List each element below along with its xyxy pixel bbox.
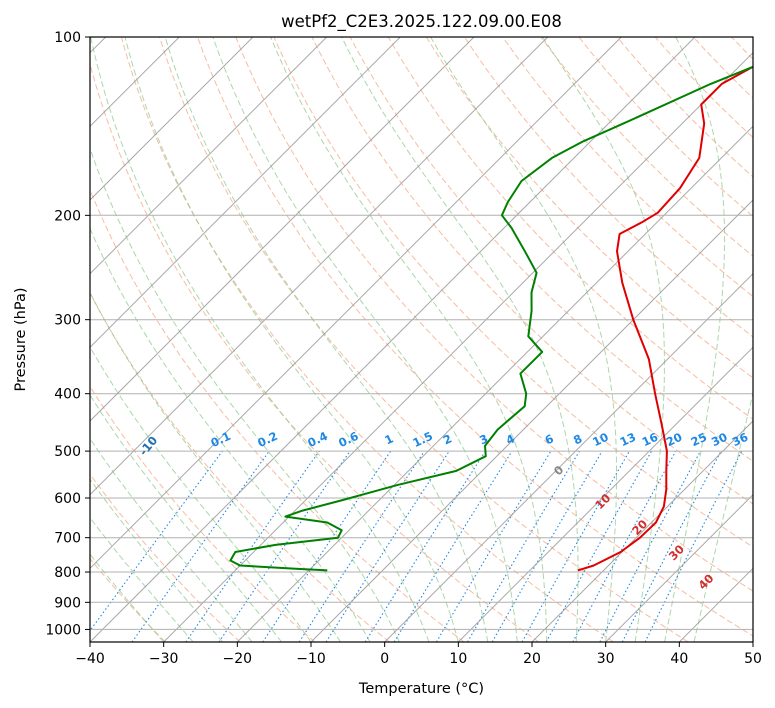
moist-adiabat-line	[212, 37, 518, 642]
moist-adiabat-line	[90, 437, 253, 642]
y-tick-label: 800	[54, 565, 81, 581]
dry-adiabat-line	[90, 473, 241, 642]
moist-adiabat-line	[90, 394, 282, 642]
x-tick-label: 10	[449, 651, 467, 667]
chart-title: wetPf2_C2E3.2025.122.09.00.E08	[281, 12, 562, 32]
dry-adiabat-line	[464, 37, 753, 338]
y-tick-label: 1000	[45, 622, 81, 638]
y-tick-label: 400	[54, 387, 81, 403]
isotherm-line	[236, 125, 753, 642]
moist-adiabat-line	[430, 37, 617, 642]
mixing-ratio-line	[218, 450, 351, 642]
x-tick-label: 40	[670, 651, 688, 667]
moist-adiabat-line	[90, 227, 371, 642]
pressure-gridlines	[90, 37, 753, 630]
mixing-ratio-label: 30	[709, 430, 729, 449]
moist-adiabat-line	[90, 553, 165, 642]
mixing-ratio-line	[131, 450, 270, 642]
mixing-ratio-line	[545, 450, 653, 642]
y-tick-label: 700	[54, 531, 81, 547]
isotherms	[90, 37, 753, 642]
mixing-ratio-line	[298, 450, 425, 642]
dry-adiabat-line	[311, 37, 753, 505]
axes: −40 −30 −20 −10 0 10 20 30 40 50 100 200 300 400 500 60…	[45, 30, 762, 667]
y-tick-label: 900	[54, 595, 81, 611]
moist-adiabat-line	[90, 147, 400, 642]
isotherm-line	[384, 272, 753, 642]
dry-adiabat-line	[159, 37, 689, 642]
isotherm-line	[90, 37, 254, 201]
x-tick-label: −40	[75, 651, 105, 667]
dry-adiabat-line	[235, 37, 753, 592]
mixing-ratio-line	[393, 450, 513, 642]
x-tick-label: 30	[597, 651, 615, 667]
isotherm-line	[90, 37, 401, 349]
dry-adiabat-line	[90, 62, 540, 642]
moist-adiabat-line	[90, 37, 430, 642]
x-axis-title: Temperature (°C)	[358, 681, 484, 697]
mixing-ratio-line	[90, 450, 223, 632]
y-tick-label: 100	[54, 30, 81, 46]
dry-adiabat-line	[502, 37, 753, 298]
isotherm-line	[163, 51, 753, 642]
dry-adiabat-line	[90, 188, 465, 642]
mixing-ratio-line	[572, 450, 677, 642]
dry-adiabat-line	[120, 37, 614, 642]
isotherm-line	[605, 493, 753, 642]
mixing-ratio-line	[644, 450, 743, 642]
dry-adiabat-line	[90, 557, 166, 642]
y-tick-label: 200	[54, 208, 81, 224]
y-axis-title: Pressure (hPa)	[13, 287, 29, 391]
isotherm-line	[90, 37, 328, 275]
x-tick-label: 0	[380, 651, 389, 667]
x-tick-label: 50	[744, 651, 762, 667]
mixing-ratio-label: 10	[590, 430, 610, 449]
x-tick-label: 20	[523, 651, 541, 667]
plot-area	[90, 37, 753, 642]
isotherm-line	[90, 37, 475, 422]
y-tick-label: 300	[54, 313, 81, 329]
moist-adiabat-line	[341, 37, 579, 642]
x-tick-label: −10	[296, 651, 326, 667]
isotherm-line	[90, 37, 696, 642]
moist-adiabat-line	[164, 37, 489, 642]
moist-adiabat-line	[542, 37, 665, 642]
isotherm-line	[90, 37, 549, 496]
mixing-ratio-label: 36	[730, 430, 750, 449]
mixing-ratio-label: 13	[618, 430, 638, 449]
mixing-ratio-line	[185, 450, 320, 642]
plot-frame	[89, 36, 754, 643]
x-tick-label: −30	[149, 651, 179, 667]
mixing-ratio-line	[325, 450, 450, 642]
y-tick-label: 600	[54, 491, 81, 507]
dry-adiabat-line	[387, 37, 753, 420]
isotherm-line	[531, 420, 753, 642]
moist-adiabat-line	[90, 478, 223, 642]
mixing-ratio-label: 25	[689, 430, 709, 449]
y-tick-label: 500	[54, 444, 81, 460]
moist-adiabat-line	[90, 345, 312, 642]
dry-adiabat-line	[90, 385, 316, 642]
moist-adiabats	[90, 37, 753, 642]
x-tick-label: −20	[223, 651, 253, 667]
dry-adiabat-line	[90, 292, 390, 642]
profiles	[229, 65, 753, 572]
temperature-profile-line	[577, 65, 753, 572]
isotherm-line	[90, 37, 622, 570]
dewpoint-profile-line	[229, 65, 753, 572]
isotherm-line	[310, 199, 753, 642]
moist-adiabat-line	[90, 516, 194, 642]
isotherm-line	[457, 346, 753, 642]
moist-adiabat-line	[664, 37, 726, 642]
mixing-ratio-label: 16	[640, 430, 660, 449]
mixing-ratio-line	[521, 450, 630, 642]
mixing-ratio-label: 20	[664, 430, 684, 449]
moist-adiabat-line	[124, 37, 459, 642]
